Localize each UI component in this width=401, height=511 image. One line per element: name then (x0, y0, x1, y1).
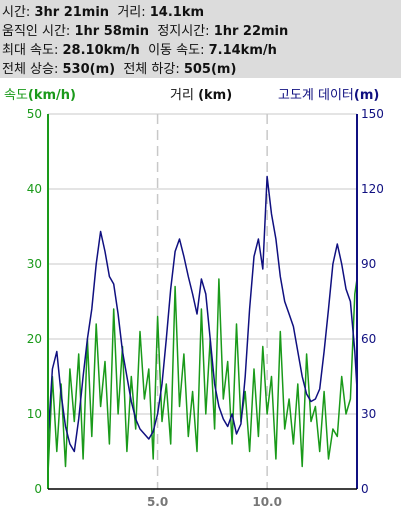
y-left-tick-label: 20 (27, 332, 42, 346)
stopped-time-value: 1hr 22min (213, 24, 289, 39)
y-right-tick-label: 150 (361, 107, 384, 121)
legend-altitude-label: 고도계 데이터 (278, 88, 354, 103)
y-right-tick-label: 0 (361, 482, 369, 496)
max-speed-label: 최대 속도: (2, 43, 59, 58)
time-label: 시간: (2, 5, 31, 20)
legend-speed-label: 속도 (4, 88, 28, 103)
max-speed-value: 28.10km/h (62, 43, 140, 58)
legend-speed: 속도(km/h) (4, 84, 76, 103)
y-right-ticks: 0 30 60 90 120 150 (361, 107, 384, 496)
moving-speed-label: 이동 속도: (148, 43, 205, 58)
y-left-tick-label: 30 (27, 257, 42, 271)
legend-altitude-unit: (m) (353, 88, 380, 103)
altitude-series-line (47, 175, 358, 453)
y-right-tick-label: 60 (361, 332, 376, 346)
stopped-time-label: 정지시간: (157, 24, 210, 39)
y-left-tick-label: 10 (27, 407, 42, 421)
distance-label: 거리: (117, 5, 146, 20)
series-layer (47, 175, 358, 475)
y-right-tick-label: 120 (361, 182, 384, 196)
chart-axes (47, 114, 358, 490)
speed-series-line (47, 278, 358, 475)
legend-distance-unit: (km) (198, 88, 233, 103)
moving-time-label: 움직인 시간: (2, 24, 71, 39)
y-left-ticks: 0 10 20 30 40 50 (27, 107, 42, 496)
speed-altitude-chart: 0 10 20 30 40 50 0 30 60 90 120 150 5.0 10.0 (27, 107, 384, 509)
summary-line-2: 움직인 시간: 1hr 58min 정지시간: 1hr 22min (2, 20, 288, 39)
y-right-tick-label: 30 (361, 407, 376, 421)
summary-line-4: 전체 상승: 530(m) 전체 하강: 505(m) (2, 58, 236, 77)
distance-value: 14.1km (149, 5, 205, 20)
summary-panel: 시간: 3hr 21min 거리: 14.1km 움직인 시간: 1hr 58m… (0, 0, 401, 78)
y-left-tick-label: 0 (34, 482, 42, 496)
x-tick-label: 10.0 (252, 495, 282, 509)
summary-line-1: 시간: 3hr 21min 거리: 14.1km (2, 1, 204, 20)
chart-grid (48, 113, 357, 489)
y-right-tick-label: 90 (361, 257, 376, 271)
y-left-tick-label: 40 (27, 182, 42, 196)
legend-distance: 거리 (km) (170, 84, 232, 103)
x-ticks: 5.0 10.0 (147, 495, 282, 509)
legend-distance-label: 거리 (170, 88, 194, 103)
legend-speed-unit: (km/h) (27, 88, 76, 103)
y-left-tick-label: 50 (27, 107, 42, 121)
x-tick-label: 5.0 (147, 495, 168, 509)
moving-time-value: 1hr 58min (74, 24, 150, 39)
total-ascent-label: 전체 상승: (2, 62, 59, 77)
legend-altitude: 고도계 데이터(m) (278, 84, 379, 103)
time-value: 3hr 21min (34, 5, 110, 20)
total-descent-value: 505(m) (183, 62, 237, 77)
moving-speed-value: 7.14km/h (208, 43, 277, 58)
total-ascent-value: 530(m) (62, 62, 116, 77)
total-descent-label: 전체 하강: (123, 62, 180, 77)
summary-line-3: 최대 속도: 28.10km/h 이동 속도: 7.14km/h (2, 39, 277, 58)
